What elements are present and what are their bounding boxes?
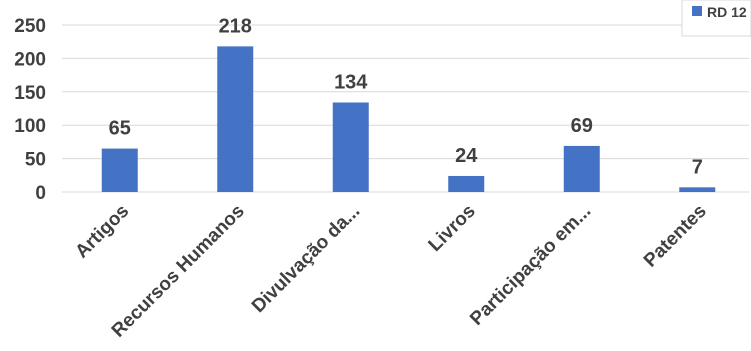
x-tick-label: Divulvação da... <box>248 201 364 317</box>
data-labels: 65 218 134 24 69 7 <box>109 15 703 178</box>
data-label: 134 <box>334 71 368 93</box>
legend-label: RD 12 <box>707 4 747 20</box>
y-tick-label: 200 <box>14 49 46 70</box>
x-tick-label: Artigos <box>71 201 133 263</box>
y-axis-ticks: 0 50 100 150 200 250 <box>14 16 46 204</box>
bar <box>332 102 369 192</box>
bar <box>679 187 716 192</box>
bar <box>101 148 138 192</box>
data-label: 24 <box>455 145 478 167</box>
y-tick-label: 150 <box>14 83 46 104</box>
legend: RD 12 <box>681 0 751 37</box>
bar <box>448 175 485 192</box>
y-tick-label: 0 <box>35 183 46 204</box>
legend-swatch <box>692 6 702 16</box>
grid-lines <box>62 24 749 193</box>
y-tick-label: 250 <box>14 16 46 37</box>
data-label: 69 <box>571 115 593 137</box>
data-label: 7 <box>692 156 703 178</box>
x-tick-label: Patentes <box>640 201 711 272</box>
data-label: 65 <box>109 118 131 140</box>
y-tick-label: 50 <box>25 150 46 171</box>
bars <box>101 46 716 192</box>
bar <box>563 145 600 192</box>
data-label: 218 <box>219 15 252 37</box>
x-tick-label: Recursos Humanos <box>108 201 249 342</box>
x-tick-label: Participação em... <box>466 201 595 330</box>
y-tick-label: 100 <box>14 116 46 137</box>
bar <box>217 46 254 192</box>
x-tick-label: Livros <box>425 201 480 256</box>
